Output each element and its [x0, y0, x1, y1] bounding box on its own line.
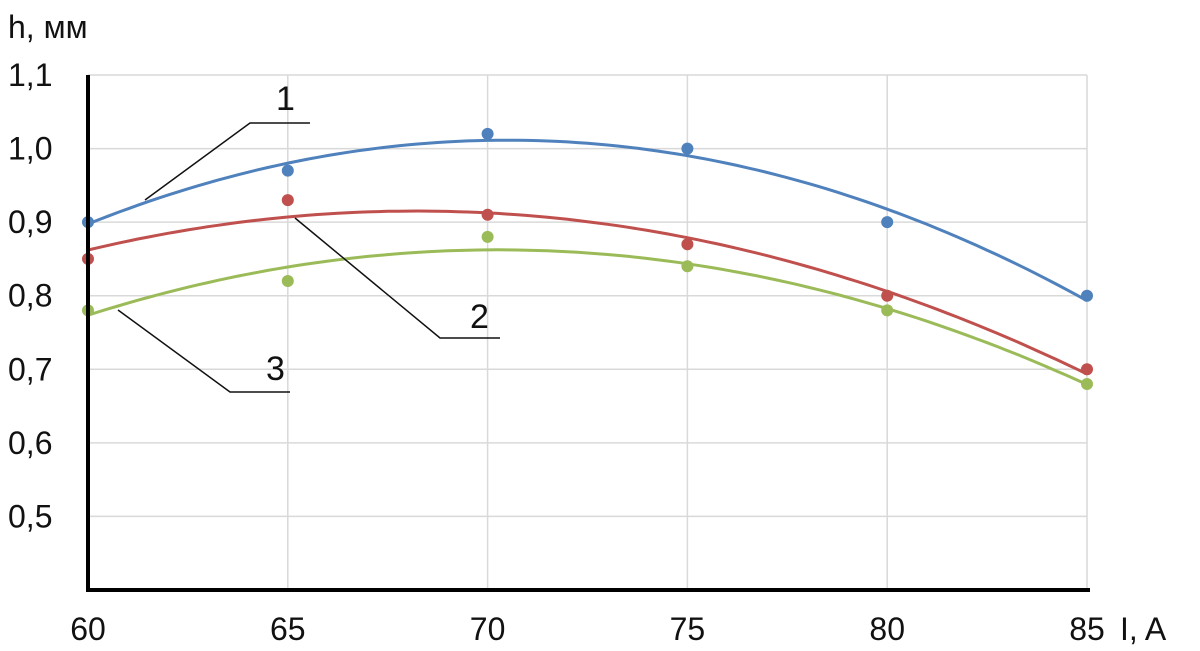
y-tick-label: 0,5 [8, 498, 52, 534]
y-tick-label: 0,9 [8, 204, 52, 240]
data-point-1 [681, 142, 694, 155]
x-tick-label: 80 [869, 611, 905, 647]
data-point-2 [681, 238, 694, 251]
x-tick-label: 85 [1069, 611, 1105, 647]
data-point-3 [881, 304, 894, 317]
x-tick-label: 65 [270, 611, 306, 647]
data-point-1 [481, 127, 494, 140]
y-tick-label: 1,0 [8, 131, 52, 167]
data-point-3 [1081, 378, 1093, 390]
tick-labels: 0,5 0,6 0,7 0,8 0,9 1,0 1,1 60 65 70 75 80 85 [8, 57, 1105, 647]
x-axis-title: I, A [1120, 611, 1167, 647]
x-tick-label: 70 [470, 611, 506, 647]
data-points [82, 127, 1093, 390]
series-label-1: 1 [276, 80, 295, 118]
y-tick-label: 0,6 [8, 425, 52, 461]
trend-curve-1 [87, 138, 1088, 303]
data-point-1 [281, 164, 294, 177]
data-point-2 [281, 194, 294, 207]
x-tick-label: 75 [670, 611, 706, 647]
leader-line-3 [117, 309, 290, 393]
data-point-1 [881, 216, 894, 229]
leader-lines [117, 122, 500, 393]
data-point-2 [1081, 363, 1093, 376]
trend-curve-3 [87, 248, 1088, 386]
data-point-3 [681, 260, 694, 273]
y-axis-title: h, мм [8, 9, 88, 45]
data-point-3 [281, 275, 294, 287]
axes [86, 75, 1090, 592]
series-label-2: 2 [470, 298, 489, 336]
y-tick-label: 0,8 [8, 278, 52, 314]
grid-lines [87, 74, 1088, 590]
data-point-2 [481, 208, 494, 221]
trend-curve-2 [87, 209, 1088, 376]
series-label-3: 3 [266, 350, 285, 388]
y-tick-label: 0,7 [8, 351, 52, 387]
data-point-1 [1081, 289, 1093, 302]
data-point-3 [481, 230, 494, 243]
leader-line-1 [144, 122, 310, 201]
data-point-2 [881, 289, 894, 302]
y-tick-label: 1,1 [8, 57, 52, 93]
x-tick-label: 60 [70, 611, 106, 647]
leader-line-2 [294, 217, 500, 339]
trend-curves [87, 138, 1088, 386]
